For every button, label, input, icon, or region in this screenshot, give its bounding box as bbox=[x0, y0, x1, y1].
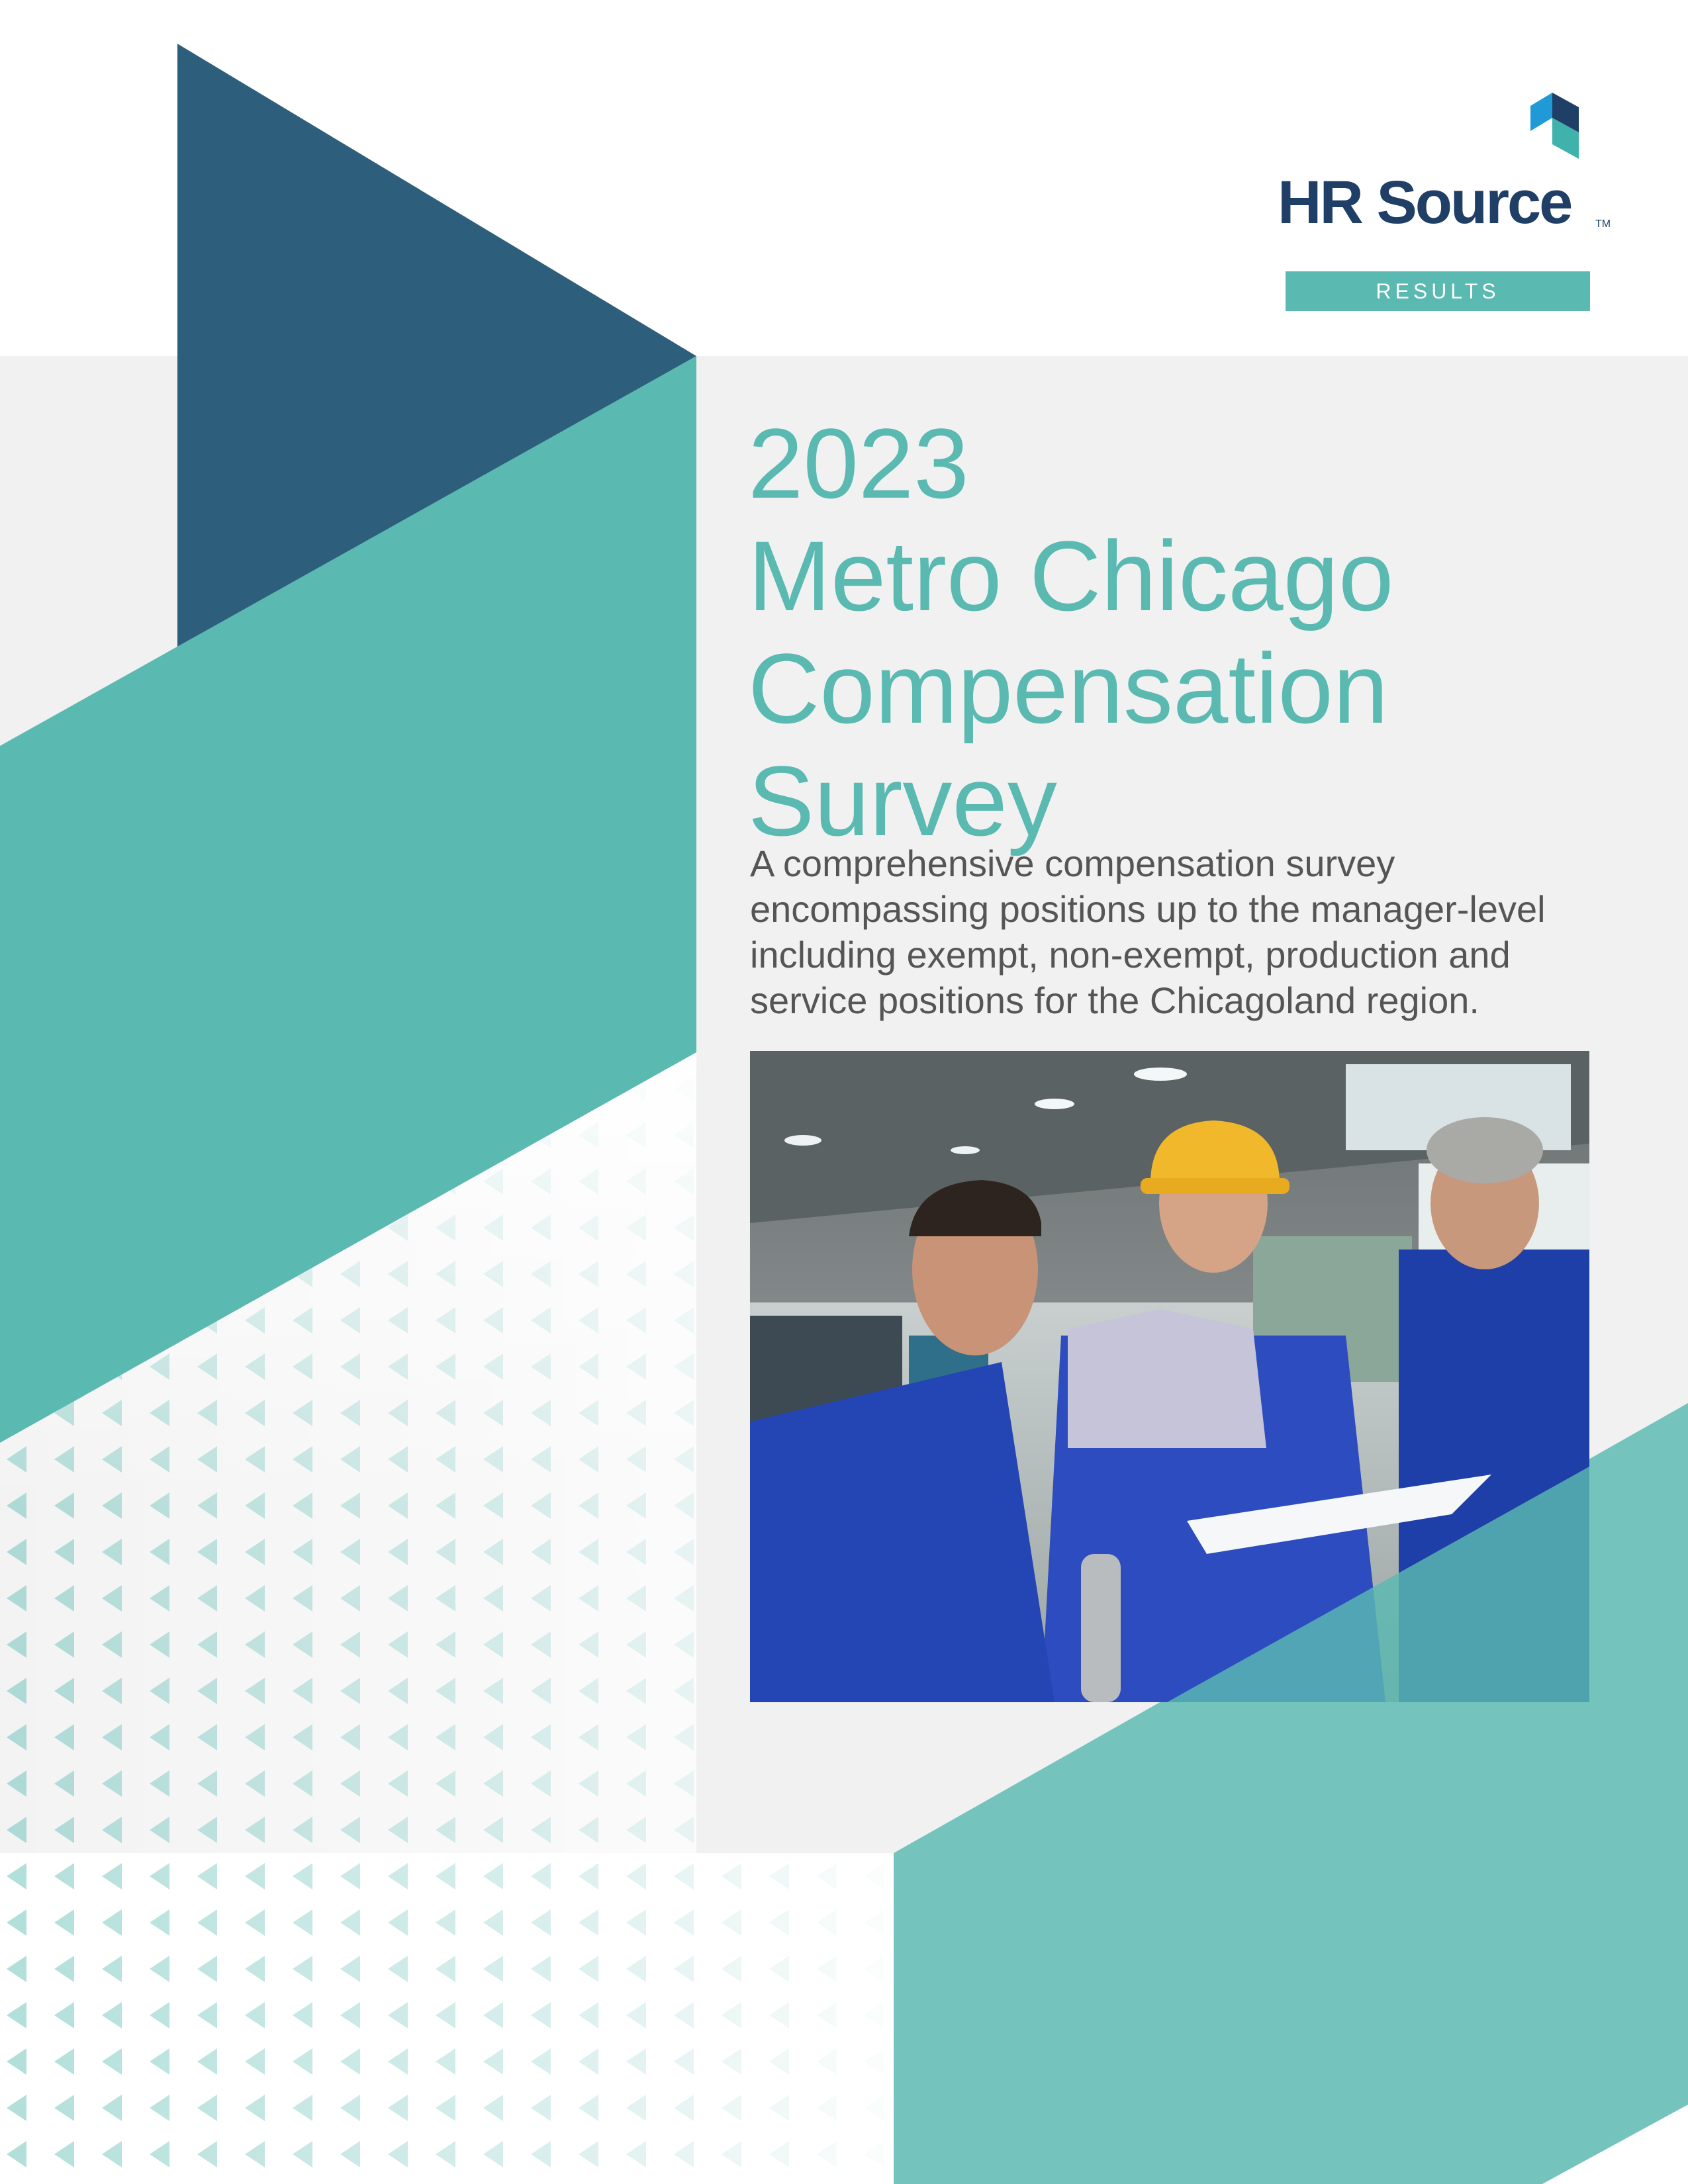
report-description: A comprehensive compensation survey enco… bbox=[750, 842, 1546, 1021]
title-line-4: Survey bbox=[748, 745, 1057, 856]
workers-photo bbox=[750, 1051, 1589, 1702]
hr-source-cube-icon bbox=[1530, 93, 1579, 159]
hr-source-logo[interactable]: HR Source TM bbox=[1278, 93, 1622, 238]
report-title: 2023 Metro Chicago Compensation Survey bbox=[748, 407, 1542, 857]
title-line-2: Metro Chicago bbox=[748, 520, 1394, 631]
results-badge: RESULTS bbox=[1286, 271, 1590, 311]
teal-chevron bbox=[0, 356, 696, 1443]
brand-name: HR Source bbox=[1278, 169, 1573, 236]
navy-triangle bbox=[177, 44, 696, 649]
title-line-3: Compensation bbox=[748, 633, 1389, 744]
title-year: 2023 bbox=[748, 408, 969, 519]
trademark-mark: TM bbox=[1595, 218, 1611, 230]
